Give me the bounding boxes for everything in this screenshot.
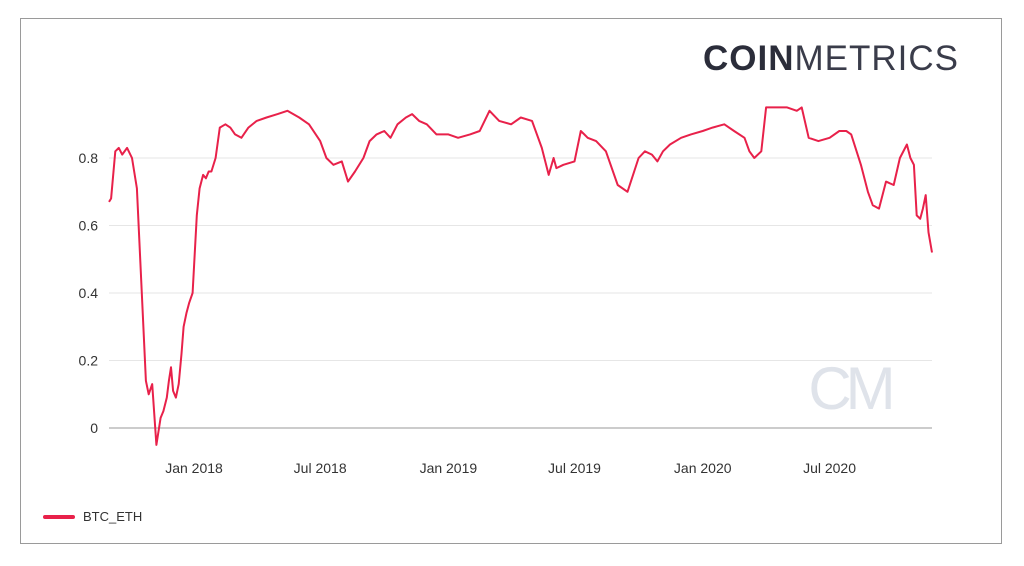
- y-tick-label: 0.8: [79, 150, 99, 166]
- y-tick-label: 0.2: [79, 353, 99, 369]
- series-layer: [108, 106, 933, 446]
- x-tick-label: Jan 2018: [165, 460, 223, 476]
- x-tick-label: Jan 2019: [420, 460, 478, 476]
- x-tick-label: Jul 2019: [548, 460, 601, 476]
- x-axis-labels: Jan 2018 Jul 2018 Jan 2019 Jul 2019 Jan 2020…: [165, 460, 856, 476]
- watermark-text: CM: [808, 355, 891, 422]
- brand-logo: COINMETRICS: [703, 39, 959, 79]
- y-axis-labels: 0 0.2 0.4 0.6 0.8: [79, 150, 99, 436]
- legend-swatch-btc-eth: [43, 514, 75, 519]
- watermark: CM: [808, 355, 897, 422]
- brand-logo-light: METRICS: [794, 39, 959, 78]
- y-tick-label: 0.6: [79, 218, 99, 234]
- legend[interactable]: BTC_ETH: [43, 509, 142, 524]
- brand-logo-bold: COIN: [703, 39, 795, 78]
- chart-frame: COINMETRICS CM 0 0.2 0.4 0.6 0.8 Jan 2018 Jul…: [20, 18, 1002, 544]
- y-tick-label: 0: [90, 420, 98, 436]
- gridlines: [109, 157, 932, 361]
- x-tick-label: Jul 2018: [294, 460, 347, 476]
- series-line-btc-eth[interactable]: [108, 106, 933, 446]
- y-tick-label: 0.4: [79, 285, 99, 301]
- x-tick-label: Jul 2020: [803, 460, 856, 476]
- legend-label-btc-eth: BTC_ETH: [83, 509, 143, 524]
- x-tick-label: Jan 2020: [674, 460, 732, 476]
- line-chart: CM 00.20.40.60.8 Jan 2018 Jul 2018 Jan 201…: [79, 106, 933, 476]
